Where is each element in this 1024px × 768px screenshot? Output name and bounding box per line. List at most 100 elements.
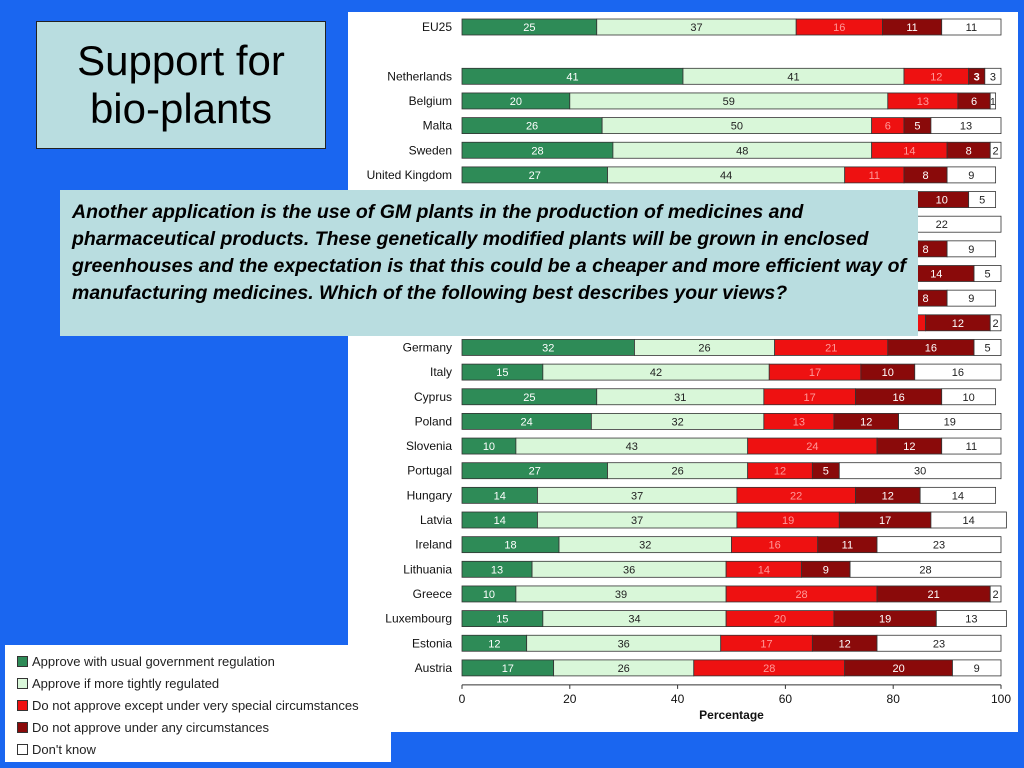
data-label: 20 [510,96,522,108]
data-label: 2 [993,145,999,157]
data-label: 5 [914,121,920,133]
data-label: 12 [839,638,851,650]
bar-segment [941,18,1002,36]
data-label: 32 [671,416,683,428]
data-label: 39 [615,589,627,601]
data-label: 13 [793,416,805,428]
legend-swatch [17,699,28,711]
data-label: 36 [623,564,635,576]
legend-swatch [17,655,28,667]
data-label: 8 [922,244,928,256]
data-label: 6 [885,121,891,133]
data-label: 16 [833,22,845,34]
data-label: 27 [529,466,541,478]
data-label: 59 [723,96,735,108]
data-label: 21 [928,589,940,601]
row-label: EU25 [422,20,452,34]
bar-segment [914,363,1002,381]
data-label: 8 [922,293,928,305]
bar-segment [973,265,1002,282]
x-tick-label: 60 [779,692,793,706]
data-label: 13 [491,564,503,576]
bar-segment [989,141,1002,159]
x-tick-label: 40 [671,692,685,706]
bar-segment [935,610,1007,627]
bar-segment [989,92,997,110]
row-label: Slovenia [406,439,452,453]
bar-segment [946,166,997,184]
bar-segment [989,585,1002,603]
data-label: 27 [529,170,541,182]
row-label: Germany [403,340,452,354]
bar-segment [898,412,1002,430]
data-label: 25 [523,22,535,34]
data-label: 17 [804,392,816,404]
data-label: 22 [790,490,802,502]
data-label: 12 [488,638,500,650]
data-label: 9 [974,663,980,675]
data-label: 16 [892,392,904,404]
row-label: Cyprus [414,390,452,404]
bar-segment [989,314,1002,332]
data-label: 31 [674,392,686,404]
data-label: 13 [965,614,977,626]
data-label: 18 [504,540,516,552]
bar-segment [941,437,1002,455]
row-label: Estonia [412,636,452,650]
row-label: Belgium [409,94,452,108]
data-label: 3 [990,71,996,83]
data-label: 50 [731,121,743,133]
data-label: 23 [933,540,945,552]
data-label: 14 [930,269,942,281]
bar-segment [838,462,1002,480]
row-label: Hungary [407,488,452,502]
row-label: Netherlands [387,69,452,83]
slide-title: Support for bio-plants [77,37,285,132]
x-tick-label: 0 [459,692,466,706]
data-label: 19 [944,416,956,428]
data-label: 28 [763,663,775,675]
data-label: 16 [952,367,964,379]
legend-label: Approve if more tightly regulated [32,675,220,691]
data-label: 2 [993,318,999,330]
data-label: 2 [993,589,999,601]
chart-panel: EU25 25 37 16 11 11 Netherlands 41 41 12 3 3 Belgium… [348,12,1018,732]
data-label: 43 [626,441,638,453]
data-label: 44 [720,170,732,182]
data-label: 13 [960,121,972,133]
legend-item: Do not approve under any circumstances [17,716,391,738]
data-label: 10 [483,589,495,601]
legend-item: Do not approve except under very special… [17,694,391,716]
data-label: 28 [919,564,931,576]
data-label: 42 [650,367,662,379]
data-label: 5 [984,342,990,354]
data-label: 41 [566,71,578,83]
data-label: 14 [494,515,506,527]
row-label: Luxembourg [385,612,452,626]
data-label: 14 [903,145,915,157]
row-label: Latvia [420,513,452,527]
question-text: Another application is the use of GM pla… [72,201,907,304]
data-label: 24 [521,416,533,428]
data-label: 30 [914,466,926,478]
row-label: Austria [415,661,453,675]
legend-swatch [17,721,28,733]
bar-segment [941,388,997,406]
legend-swatch [17,743,28,755]
legend-item: Don't know [17,738,391,760]
row-label: Ireland [415,538,452,552]
data-label: 20 [892,663,904,675]
data-label: 17 [879,515,891,527]
data-label: 9 [968,170,974,182]
data-label: 12 [952,318,964,330]
question-text-box: Another application is the use of GM pla… [60,190,918,336]
bar-segment [849,560,1002,578]
legend-item: Approve if more tightly regulated [17,672,391,694]
data-label: 11 [842,540,853,552]
data-label: 11 [966,441,977,453]
data-label: 10 [963,392,975,404]
data-label: 12 [882,490,894,502]
x-axis-label: Percentage [699,708,764,722]
data-label: 37 [631,490,643,502]
